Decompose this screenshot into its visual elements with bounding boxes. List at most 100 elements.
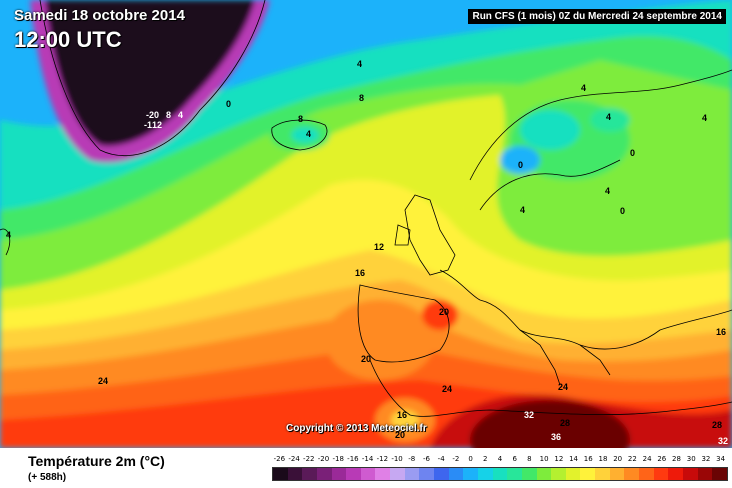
color-scale-label: 22 — [627, 455, 637, 463]
forecast-date: Samedi 18 octobre 2014 — [14, 7, 185, 24]
temperature-bands — [0, 0, 732, 448]
label-4i: 4 — [581, 83, 586, 93]
label-20a: 20 — [439, 307, 449, 317]
label-16a: 16 — [355, 268, 365, 278]
label-12b: 12 — [374, 242, 384, 252]
color-scale-swatch — [507, 468, 522, 480]
color-scale-swatch — [624, 468, 640, 480]
color-scale-label: 12 — [554, 455, 564, 463]
label-0a: 0 — [226, 99, 231, 109]
color-scale-swatch — [492, 468, 508, 480]
color-scale-labels: -26 -24 -22 -20 -18 -16 -14 -12 -10 -8 -6 -4 -2 0 2 4 6 8… — [272, 455, 728, 465]
color-scale-swatch — [639, 468, 654, 480]
color-scale-label: -4 — [437, 455, 445, 463]
color-scale-label: -10 — [391, 455, 403, 463]
label-8a: 8 — [166, 110, 171, 120]
color-scale-label: 30 — [686, 455, 696, 463]
run-info: Run CFS (1 mois) 0Z du Mercredi 24 septe… — [468, 9, 726, 24]
color-scale-swatch — [580, 468, 596, 480]
color-scale-swatch — [419, 468, 435, 480]
temperature-map: -20 8 4 -1 12 0 4 8 8 4 4 12 16 20 20 24… — [0, 0, 732, 448]
color-scale-label: -18 — [332, 455, 344, 463]
color-scale-label: -22 — [303, 455, 315, 463]
color-scale-swatch — [477, 468, 493, 480]
label-neg1: -1 — [144, 120, 152, 130]
color-scale-label: -12 — [376, 455, 389, 463]
color-scale-swatch — [521, 468, 537, 480]
color-scale-label: -6 — [422, 455, 430, 463]
color-scale-label: -26 — [273, 455, 286, 463]
color-scale-swatch — [682, 468, 698, 480]
color-scale-label: 6 — [512, 455, 517, 463]
map-canvas: -20 8 4 -1 12 0 4 8 8 4 4 12 16 20 20 24… — [0, 0, 732, 448]
color-scale-label: 14 — [569, 455, 579, 463]
color-scale-label: 4 — [497, 455, 503, 463]
color-scale-swatch — [346, 468, 361, 480]
color-scale-label: 26 — [657, 455, 667, 463]
legend-panel: Température 2m (°C) (+ 588h) -26 -24 -22 -2… — [0, 448, 732, 488]
label-neg20: -20 — [146, 110, 159, 120]
copyright: Copyright © 2013 Meteociel.fr — [286, 423, 427, 434]
color-scale-label: 24 — [642, 455, 652, 463]
color-scale-label: 0 — [468, 455, 473, 463]
color-scale-label: -16 — [347, 455, 359, 463]
variable-title: Température 2m (°C) — [28, 453, 165, 469]
label-24b: 24 — [442, 384, 452, 394]
color-scale-swatch — [316, 468, 332, 480]
label-28b: 28 — [712, 420, 722, 430]
color-scale-label: 2 — [483, 455, 488, 463]
label-36a: 36 — [551, 432, 561, 442]
label-4b: 4 — [357, 59, 362, 69]
color-scale-swatch — [360, 468, 376, 480]
color-scale-label: 16 — [583, 455, 593, 463]
label-24a: 24 — [98, 376, 108, 386]
label-8b: 8 — [359, 93, 364, 103]
color-scale-label: 34 — [716, 455, 726, 463]
color-scale-label: 32 — [701, 455, 711, 463]
color-scale-swatch — [404, 468, 420, 480]
color-scale-swatch — [551, 468, 566, 480]
color-scale-swatch — [609, 468, 625, 480]
label-16c: 16 — [716, 327, 726, 337]
color-scale-swatch — [287, 468, 303, 480]
label-0b: 0 — [518, 160, 523, 170]
color-scale-swatch — [565, 468, 581, 480]
coastlines — [0, 0, 732, 417]
color-scale-swatch — [536, 468, 552, 480]
label-12a: 12 — [152, 120, 162, 130]
color-scale-swatch — [434, 468, 449, 480]
label-16b: 16 — [397, 410, 407, 420]
forecast-hour: (+ 588h) — [28, 472, 67, 483]
color-scale-label: -2 — [452, 455, 460, 463]
color-scale-label: -8 — [408, 455, 416, 463]
label-0c: 0 — [630, 148, 635, 158]
color-scale-swatch — [302, 468, 317, 480]
color-scale-swatch — [375, 468, 391, 480]
color-scale-swatch — [712, 468, 727, 480]
label-4f: 4 — [702, 113, 707, 123]
color-scale-swatch — [448, 468, 464, 480]
label-8c: 8 — [298, 114, 303, 124]
label-4a: 4 — [178, 110, 183, 120]
color-scale-swatch — [463, 468, 478, 480]
color-scale-label: 8 — [527, 455, 532, 463]
color-scale-swatch — [331, 468, 347, 480]
label-4g: 4 — [605, 186, 610, 196]
color-scale-label: 18 — [598, 455, 608, 463]
color-scale-label: -14 — [361, 455, 374, 463]
color-scale-label: -24 — [288, 455, 300, 463]
label-4h: 4 — [520, 205, 525, 215]
color-scale-label: 20 — [613, 455, 623, 463]
color-scale-swatch — [595, 468, 610, 480]
label-32b: 32 — [718, 436, 728, 446]
color-scale-label: -20 — [317, 455, 330, 463]
color-scale-swatch — [668, 468, 683, 480]
label-0d: 0 — [620, 206, 625, 216]
forecast-time: 12:00 UTC — [14, 27, 122, 52]
color-scale-swatch — [390, 468, 405, 480]
label-4e: 4 — [606, 112, 611, 122]
label-28a: 28 — [560, 418, 570, 428]
color-scale-swatch — [273, 468, 288, 480]
label-4c: 4 — [306, 129, 311, 139]
color-scale-swatch — [697, 468, 713, 480]
